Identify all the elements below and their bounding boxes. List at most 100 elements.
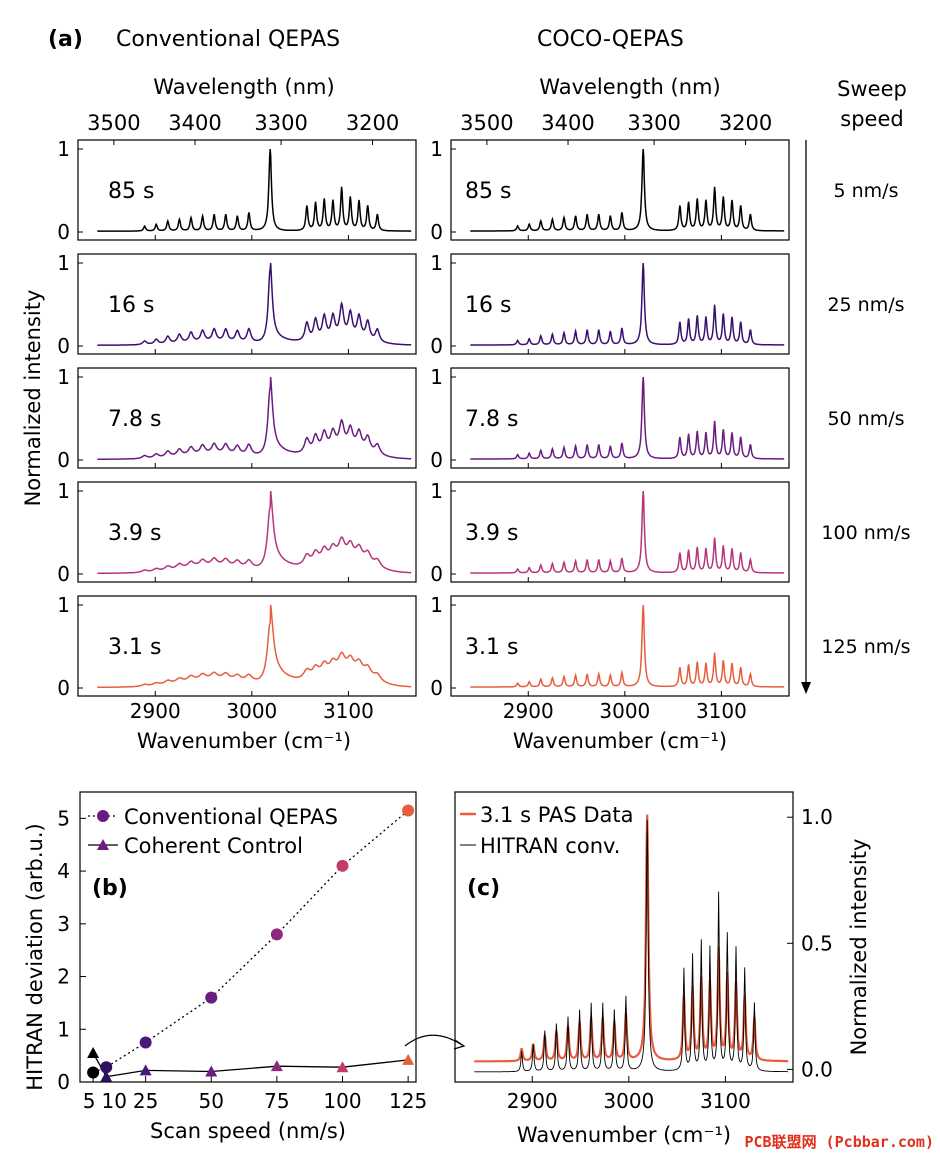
- bottom-tick-label-left-2900: 2900: [130, 699, 181, 723]
- sweep-speed-4: 125 nm/s: [821, 636, 910, 658]
- b-ytick-label-4: 4: [57, 859, 70, 883]
- b-legend-conv-text: Conventional QEPAS: [124, 805, 338, 829]
- c-ytick-label-0.0: 0.0: [801, 1057, 833, 1081]
- c-series-hitran-line: [474, 819, 789, 1073]
- time-label-right-0: 85 s: [465, 179, 511, 204]
- spectrum-frame-right-0: [450, 139, 790, 241]
- b-legend-conv-marker: [97, 810, 109, 822]
- top-axis-label-left: Wavelength (nm): [153, 75, 334, 99]
- ytick-label-left-3-1: 1: [57, 479, 70, 503]
- b-series-coherent-line: [92, 1052, 409, 1078]
- b-xtick-label-75: 75: [264, 1089, 289, 1113]
- panel-c-label: (c): [467, 876, 500, 901]
- bottom-tick-label-right-2900: 2900: [503, 699, 554, 723]
- b-point-coherent-5: [336, 1061, 349, 1073]
- top-tick-label-right-3400: 3400: [541, 111, 594, 135]
- ytick-label-left-2-0: 0: [57, 448, 70, 472]
- b-point-coherent-3: [205, 1065, 218, 1077]
- spectrum-line-left-2: [97, 376, 412, 460]
- c-xtick-label-3000: 3000: [603, 1089, 654, 1113]
- time-label-left-2: 7.8 s: [108, 407, 161, 432]
- spectrum-frame-right-3: [450, 481, 790, 583]
- time-label-left-3: 3.9 s: [108, 521, 161, 546]
- panel-c-frame: [454, 791, 794, 1083]
- panel-b-label: (b): [92, 876, 128, 901]
- c-legend-pas-text: 3.1 s PAS Data: [480, 803, 634, 827]
- bottom-axis-label-right: Wavenumber (cm⁻¹): [513, 729, 727, 753]
- b-point-conventional-2: [139, 1036, 152, 1049]
- spectrum-frame-right-4: [450, 595, 790, 697]
- b-point-conventional-3: [205, 991, 218, 1004]
- y-axis-label-a: Normalized intensity: [21, 290, 45, 507]
- spectrum-line-right-2: [470, 376, 785, 460]
- ytick-label-right-1-1: 1: [430, 251, 443, 275]
- bottom-tick-label-right-3100: 3100: [696, 699, 747, 723]
- ytick-label-left-0-0: 0: [57, 220, 70, 244]
- b-xlabel: Scan speed (nm/s): [150, 1119, 346, 1143]
- b-point-conventional-4: [270, 928, 283, 941]
- connector-arrow: [404, 1034, 463, 1047]
- c-xtick-label-3100: 3100: [700, 1089, 751, 1113]
- b-ylabel: HITRAN deviation (arb.u.): [23, 823, 47, 1090]
- b-point-conventional-5: [336, 859, 349, 872]
- top-tick-label-right-3200: 3200: [719, 111, 772, 135]
- b-ytick-label-3: 3: [57, 912, 70, 936]
- spectrum-line-left-1: [97, 262, 412, 346]
- sweep-speed-0: 5 nm/s: [834, 180, 899, 202]
- time-label-right-2: 7.8 s: [465, 407, 518, 432]
- b-ytick-label-0: 0: [57, 1070, 70, 1094]
- spectrum-line-right-0: [470, 148, 785, 232]
- b-point-coherent-2: [139, 1064, 152, 1076]
- b-legend-coh-text: Coherent Control: [124, 834, 303, 858]
- ytick-label-right-4-0: 0: [430, 676, 443, 700]
- b-point-conventional-6: [402, 804, 415, 817]
- b-point-conventional-1: [100, 1061, 113, 1074]
- c-xtick-label-2900: 2900: [507, 1089, 558, 1113]
- time-label-right-3: 3.9 s: [465, 521, 518, 546]
- b-legend-coh-marker: [97, 839, 109, 850]
- ytick-label-left-1-1: 1: [57, 251, 70, 275]
- connector-arrow-head: [453, 1039, 466, 1050]
- top-tick-label-left-3400: 3400: [168, 111, 221, 135]
- ytick-label-left-0-1: 1: [57, 137, 70, 161]
- spectrum-frame-left-1: [77, 253, 417, 355]
- b-xtick-label-100: 100: [323, 1089, 361, 1113]
- top-tick-label-left-3500: 3500: [87, 111, 140, 135]
- b-ytick-label-1: 1: [57, 1017, 70, 1041]
- ytick-label-right-2-1: 1: [430, 365, 443, 389]
- ytick-label-right-3-0: 0: [430, 562, 443, 586]
- b-point-conventional-0: [87, 1066, 100, 1079]
- panel-a-label: (a): [48, 27, 83, 52]
- right-title: COCO-QEPAS: [537, 27, 684, 52]
- spectrum-frame-right-2: [450, 367, 790, 469]
- b-xtick-label-125: 125: [389, 1089, 427, 1113]
- ytick-label-right-1-0: 0: [430, 334, 443, 358]
- spectrum-frame-left-4: [77, 595, 417, 697]
- top-tick-label-left-3200: 3200: [346, 111, 399, 135]
- sweep-speed-1: 25 nm/s: [827, 294, 904, 316]
- panel-b-frame: [79, 791, 417, 1083]
- ytick-label-right-4-1: 1: [430, 593, 443, 617]
- ytick-label-left-1-0: 0: [57, 334, 70, 358]
- spectrum-line-right-3: [470, 490, 785, 574]
- time-label-left-4: 3.1 s: [108, 635, 161, 660]
- spectrum-line-left-0: [97, 148, 412, 232]
- sweep-speed-2: 50 nm/s: [827, 408, 904, 430]
- top-tick-label-left-3300: 3300: [254, 111, 307, 135]
- b-point-coherent-0: [87, 1047, 100, 1058]
- ytick-label-right-0-0: 0: [430, 220, 443, 244]
- ytick-label-right-3-1: 1: [430, 479, 443, 503]
- spectrum-frame-left-2: [77, 367, 417, 469]
- spectrum-line-right-4: [470, 604, 785, 688]
- b-xtick-label-25: 25: [133, 1089, 158, 1113]
- b-ytick-label-2: 2: [57, 965, 70, 989]
- time-label-right-1: 16 s: [465, 293, 511, 318]
- top-tick-label-right-3500: 3500: [460, 111, 513, 135]
- spectrum-frame-right-1: [450, 253, 790, 355]
- left-title: Conventional QEPAS: [116, 27, 340, 52]
- ytick-label-right-2-0: 0: [430, 448, 443, 472]
- sweep-speed-3: 100 nm/s: [821, 522, 910, 544]
- b-xtick-label-10: 10: [102, 1089, 127, 1113]
- time-label-left-1: 16 s: [108, 293, 154, 318]
